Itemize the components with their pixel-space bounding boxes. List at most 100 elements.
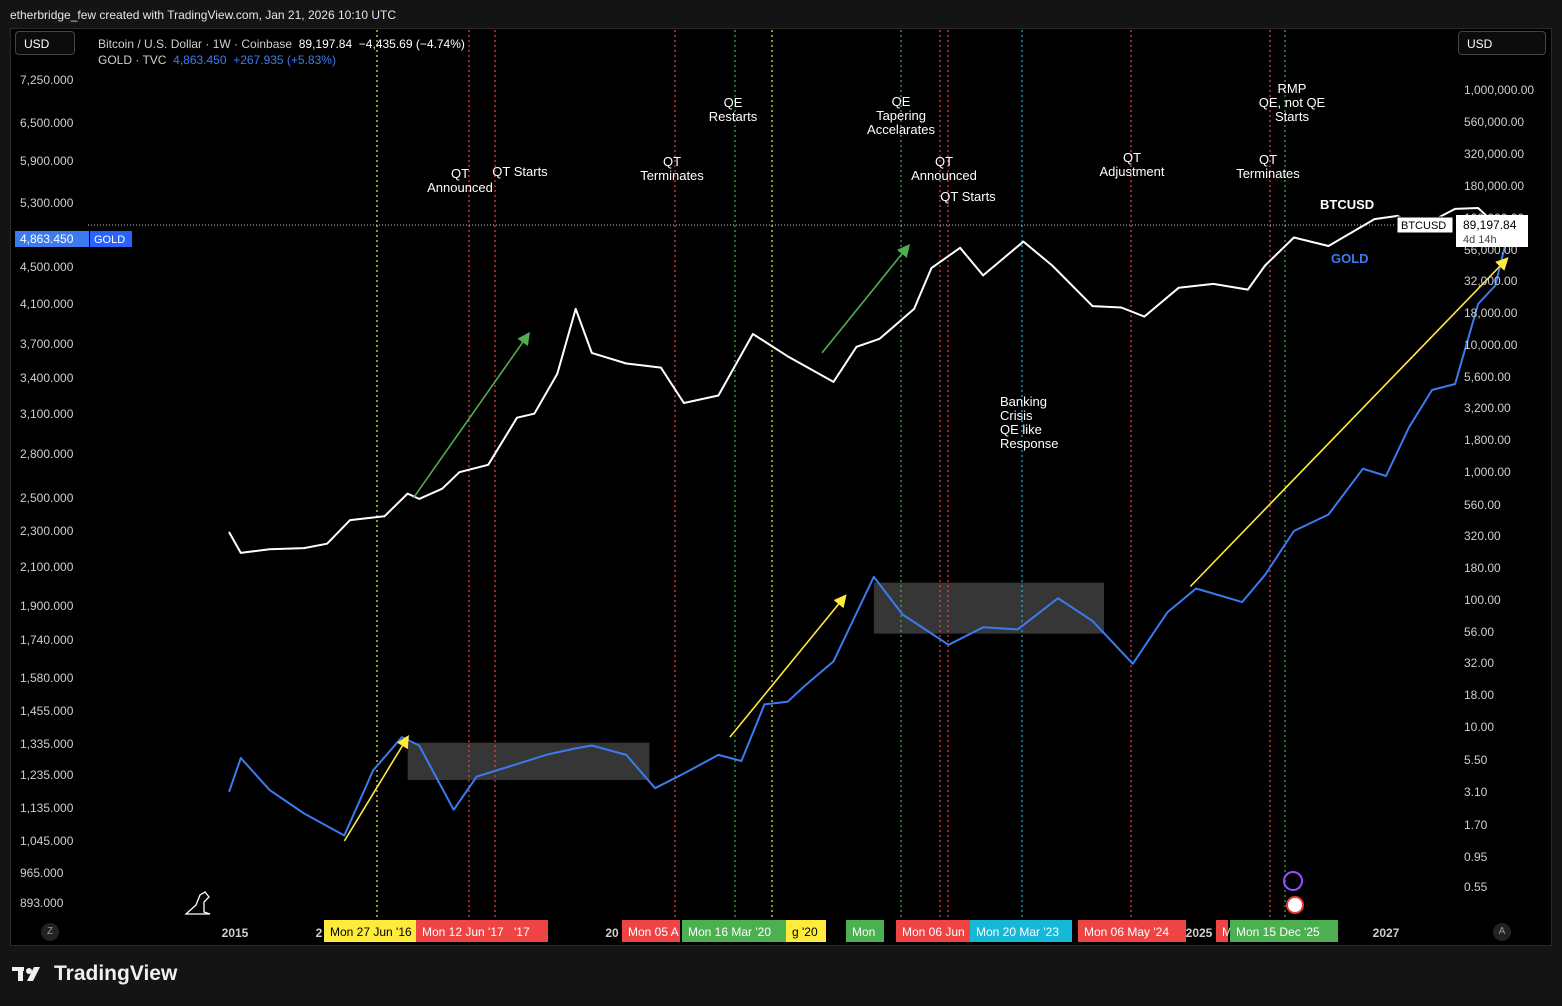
data-point-btcusd	[832, 381, 835, 383]
annotation-line: QT Starts	[940, 189, 996, 204]
left-axis-tick: 893.000	[20, 896, 64, 910]
btc-name-tag-label: BTCUSD	[1401, 220, 1446, 232]
btc-price-tag	[1456, 215, 1528, 247]
annotation-line: QE	[724, 95, 743, 110]
data-point-gold	[343, 834, 346, 837]
data-point-btcusd	[1178, 286, 1180, 289]
event-date-label-3: '17	[514, 925, 530, 939]
right-axis-tick: 100.00	[1464, 593, 1501, 607]
tradingview-logo[interactable]: TradingView	[12, 962, 177, 986]
data-point-btcusd	[959, 247, 961, 249]
data-point-btcusd	[1143, 315, 1146, 318]
annotation-7: QT Starts	[940, 189, 996, 204]
data-point-btcusd	[1454, 208, 1456, 210]
annotation-6: QT Announced	[911, 154, 977, 183]
right-axis-tick: 32.00	[1464, 656, 1494, 670]
data-point-gold	[763, 703, 766, 706]
event-date-label-4: Mon 05 A	[628, 925, 679, 939]
right-axis-tick: 32,000.00	[1464, 274, 1518, 288]
right-axis-tick: 320,000.00	[1464, 147, 1524, 161]
tradingview-logo-icon	[12, 967, 40, 981]
data-point-btcusd	[1051, 264, 1054, 267]
data-point-btcusd	[349, 519, 351, 521]
right-axis-tick: 3.10	[1464, 785, 1488, 799]
data-point-btcusd	[913, 308, 915, 310]
event-date-badge-5	[682, 920, 786, 942]
data-point-gold	[873, 575, 875, 578]
annotation-line: Adjustment	[1099, 164, 1164, 179]
data-point-btcusd	[1091, 305, 1094, 307]
event-date-label-10: Mon 20 Mar '23	[976, 925, 1059, 939]
currency-button-left[interactable]: USD	[15, 31, 75, 55]
tradingview-logo-text: TradingView	[54, 962, 178, 985]
data-point-gold	[401, 736, 403, 738]
left-axis-tick: 6,500.000	[20, 116, 74, 130]
auto-scale-button[interactable]: A	[1493, 923, 1511, 941]
annotation-2: QT Starts	[492, 164, 548, 179]
zoom-corner-button[interactable]: Z	[41, 923, 59, 941]
series-line-btcusd[interactable]	[228, 207, 1507, 554]
data-point-gold	[1195, 587, 1197, 590]
event-date-badge-2	[416, 920, 508, 942]
left-axis-tick: 1,045.000	[20, 834, 74, 848]
annotation-line: Terminates	[1236, 166, 1300, 181]
legend-gold-change: +267.935 (+5.83%)	[233, 53, 336, 67]
left-axis-tick: 7,250.000	[20, 73, 74, 87]
us-flag-event-icon[interactable]	[1286, 896, 1304, 914]
event-date-label-6: g '20	[792, 925, 818, 939]
data-point-gold	[516, 763, 518, 765]
data-point-gold	[683, 772, 685, 775]
right-axis-tick: 180.00	[1464, 561, 1501, 575]
lightning-event-icon[interactable]	[1283, 871, 1303, 891]
axes-layer: 7,250.000 6,500.000 5,900.000 5,300.000 4,50…	[20, 73, 1534, 940]
right-axis-tick: 560,000.00	[1464, 115, 1524, 129]
gold-name-tag	[90, 231, 132, 247]
data-point-gold	[268, 789, 271, 791]
data-point-gold	[591, 744, 593, 747]
annotation-line: QE, not QE	[1259, 95, 1326, 110]
data-point-gold	[1454, 383, 1456, 385]
event-date-label-12: M	[1222, 925, 1232, 939]
annotation-line: QT	[451, 166, 469, 181]
consolidation-box-2	[873, 582, 1105, 634]
left-axis-tick: 2,100.000	[20, 560, 74, 574]
data-point-gold	[1091, 620, 1094, 622]
data-point-gold	[1494, 284, 1497, 287]
data-point-btcusd	[441, 487, 443, 490]
annotation-1: QT Announced	[427, 166, 493, 195]
legend-btc-change: −4,435.69 (−4.74%)	[358, 37, 465, 51]
data-point-btcusd	[458, 471, 461, 474]
right-axis-tick: 1,000,000.00	[1464, 83, 1534, 97]
left-axis-tick: 4,500.000	[20, 260, 74, 274]
trend-arrow-1	[343, 734, 409, 842]
data-point-btcusd	[878, 337, 881, 340]
left-axis-tick: 2,800.000	[20, 447, 74, 461]
data-point-gold	[1327, 513, 1330, 516]
annotation-11: RMP QE, not QE Starts	[1259, 81, 1326, 124]
annotation-line: Banking	[1000, 394, 1047, 409]
data-point-btcusd	[1373, 218, 1376, 220]
data-point-btcusd	[516, 416, 518, 419]
x-axis-tick: 2	[316, 926, 323, 940]
data-point-gold	[982, 626, 984, 629]
currency-button-right[interactable]: USD	[1458, 31, 1546, 55]
data-point-gold	[573, 747, 576, 750]
event-lines: Mon 27 Jun '16 Mon 12 Jun '17 '17 Mon 05 A M…	[324, 30, 1338, 942]
legend-btc-name: Bitcoin / U.S. Dollar · 1W · Coinbase	[98, 37, 293, 51]
chart-frame[interactable]	[10, 28, 1552, 946]
data-point-gold	[947, 643, 950, 646]
annotation-line: QT Starts	[492, 164, 548, 179]
data-point-gold	[1057, 597, 1059, 599]
data-point-gold	[1131, 662, 1134, 665]
data-point-btcusd	[1247, 288, 1249, 291]
data-point-gold	[832, 660, 835, 663]
btc-price-tag-countdown: 4d 14h	[1463, 234, 1497, 246]
left-axis-tick: 4,100.000	[20, 297, 74, 311]
data-point-btcusd	[533, 412, 536, 415]
x-axis-tick: 2015	[222, 926, 249, 940]
annotation-line: QT	[1123, 150, 1141, 165]
right-axis-tick: 1,000.00	[1464, 465, 1511, 479]
data-point-gold	[786, 700, 789, 703]
series-label-gold: GOLD	[1331, 251, 1369, 266]
